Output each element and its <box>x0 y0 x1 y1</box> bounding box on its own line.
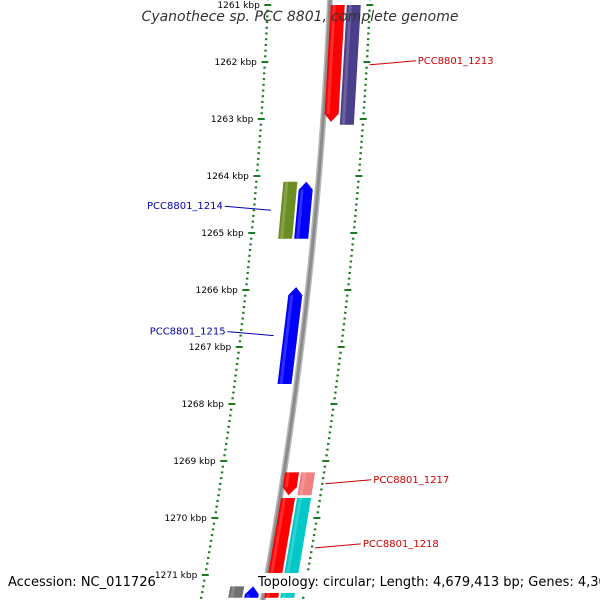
tick-label: 1271 kbp <box>155 571 198 581</box>
gene-highlight <box>246 594 250 598</box>
gene-arrow <box>278 181 298 239</box>
gene-arrow <box>244 586 259 598</box>
tick-label: 1269 kbp <box>173 457 216 467</box>
tick-label: 1268 kbp <box>181 400 224 410</box>
gene-highlight <box>280 181 289 239</box>
gene-feature[interactable] <box>324 5 345 122</box>
gene-highlight <box>299 472 307 496</box>
gene-arrow <box>339 5 361 125</box>
gene-arrow <box>324 5 345 122</box>
gene-label[interactable]: PCC8801_1213 <box>418 56 494 67</box>
tick-rail-outer <box>302 0 374 599</box>
gene-highlight <box>341 5 352 125</box>
gene-label[interactable]: PCC8801_1215 <box>150 327 226 338</box>
gene-feature[interactable] <box>297 472 316 496</box>
tick-label: 1265 kbp <box>201 229 244 239</box>
gene-feature[interactable] <box>294 181 313 239</box>
accession-text: Accession: NC_011726 <box>8 573 156 593</box>
gene-feature[interactable] <box>277 287 303 385</box>
gene-arrow <box>264 498 296 598</box>
tick-label: 1266 kbp <box>195 286 238 296</box>
gene-highlight <box>230 586 236 598</box>
gene-feature[interactable] <box>282 472 300 496</box>
gene-label-leader <box>224 205 271 211</box>
map-title: Cyanothece sp. PCC 8801, complete genome <box>141 9 459 25</box>
gene-highlight <box>284 472 291 488</box>
gene-label-leader <box>314 543 361 549</box>
gene-feature[interactable] <box>228 586 245 598</box>
tick-label: 1267 kbp <box>189 343 232 353</box>
gene-feature[interactable] <box>264 498 296 598</box>
genome-backbone <box>261 0 332 600</box>
gene-label-leader <box>369 60 416 66</box>
gene-label[interactable]: PCC8801_1214 <box>147 201 223 212</box>
tick-label: 1262 kbp <box>214 58 257 68</box>
tick-rail-inner <box>200 0 272 599</box>
genome-summary-text: Topology: circular; Length: 4,679,413 bp… <box>258 573 600 593</box>
gene-arrow <box>282 472 300 496</box>
gene-highlight <box>282 498 303 598</box>
gene-feature[interactable] <box>339 5 361 125</box>
gene-arrow <box>277 287 303 385</box>
tick-label: 1270 kbp <box>164 514 207 524</box>
gene-arrow <box>280 498 312 598</box>
tick-label: 1264 kbp <box>206 172 249 182</box>
gene-feature[interactable] <box>278 181 298 239</box>
gene-feature[interactable] <box>280 498 312 598</box>
gene-arrow <box>228 586 245 598</box>
gene-label-leader <box>227 331 274 337</box>
gene-arrow <box>297 472 316 496</box>
gene-highlight <box>279 295 294 385</box>
gene-label[interactable]: PCC8801_1217 <box>373 475 449 486</box>
gene-arrow <box>294 181 313 239</box>
gene-label[interactable]: PCC8801_1218 <box>363 539 439 550</box>
gene-feature[interactable] <box>244 586 259 598</box>
gene-highlight <box>266 498 287 598</box>
tick-label: 1263 kbp <box>211 115 254 125</box>
tick-label: 1261 kbp <box>217 1 260 11</box>
gene-highlight <box>296 189 304 239</box>
gene-label-leader <box>325 479 372 485</box>
gene-highlight <box>326 5 336 114</box>
